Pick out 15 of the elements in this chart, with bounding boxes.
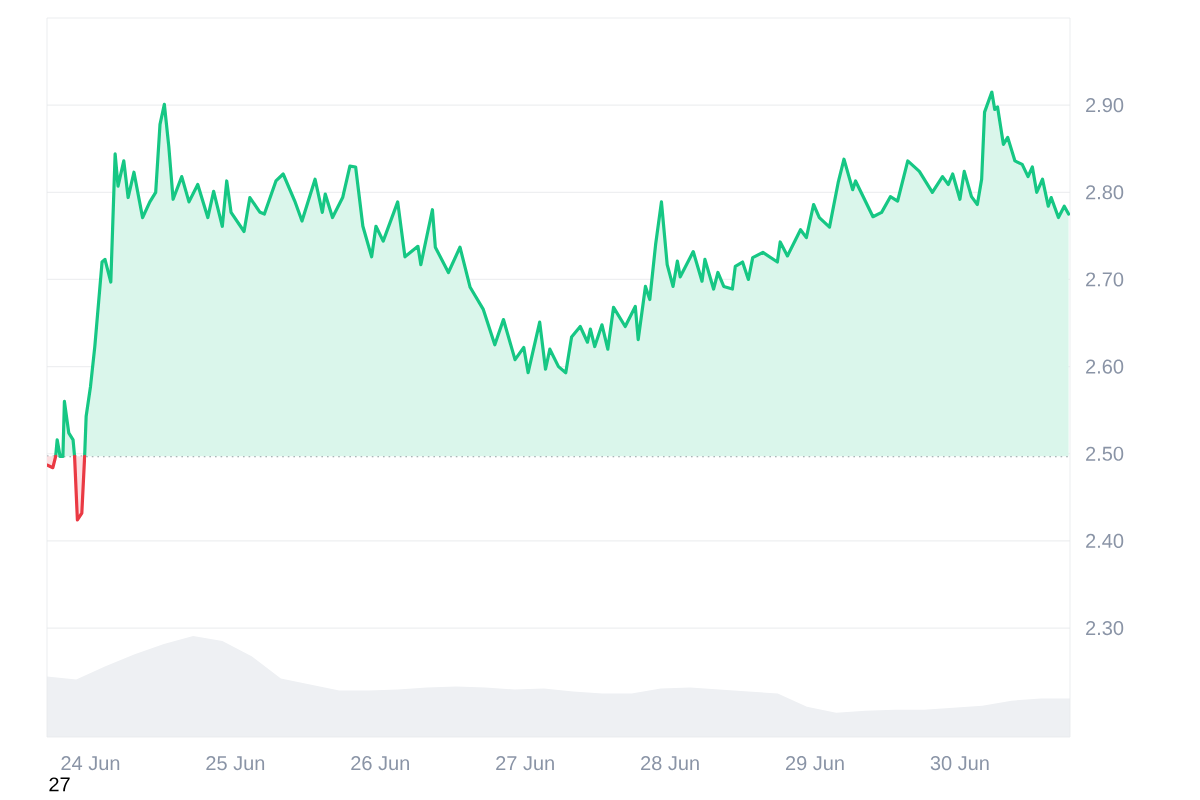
y-tick-label: 2.80 — [1086, 185, 1124, 200]
y-tick-label: 2.40 — [1086, 533, 1124, 548]
y-tick-label: 2.50 — [1086, 446, 1124, 461]
x-tick-label: 24 Jun — [61, 756, 120, 771]
x-tick-label: 25 Jun — [206, 756, 265, 771]
y-tick-label: 2.60 — [1086, 359, 1124, 374]
x-tick-label: 30 Jun — [930, 756, 989, 771]
y-tick-label: 2.30 — [1086, 620, 1124, 636]
text: 27 — [49, 777, 70, 792]
y-tick-label: 2.90 — [1086, 98, 1124, 113]
x-tick-label: 26 Jun — [351, 756, 409, 771]
x-tick-label: 29 Jun — [785, 756, 844, 771]
x-tick-label: 27 Jun — [496, 756, 554, 771]
x-tick-label: 28 Jun — [641, 756, 699, 771]
y-tick-label: 2.70 — [1086, 272, 1124, 287]
